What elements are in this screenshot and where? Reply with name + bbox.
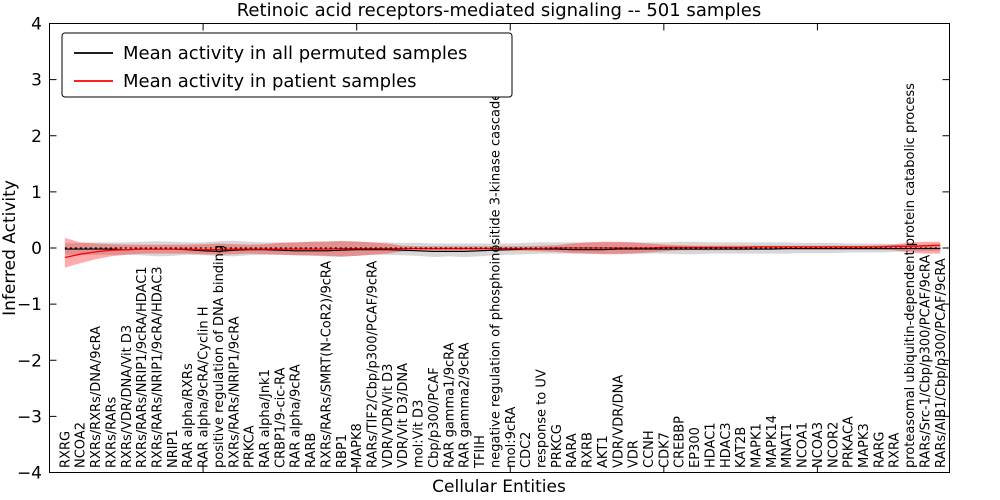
category-label: HDAC3	[719, 422, 734, 468]
category-label: RAR gamma1/9cRA	[442, 342, 457, 468]
category-label: RARs/AIB1/Cbp/p300/PCAF/9cRA	[934, 258, 949, 468]
category-label: RAR alpha/9cRA	[289, 364, 304, 468]
category-label: proteasomal ubiquitin-dependent protein …	[903, 83, 918, 468]
category-label: RAR alpha/RXRs	[181, 363, 196, 468]
category-label: MAPK3	[857, 423, 872, 468]
category-label: VDR/Vit D3/DNA	[396, 363, 411, 468]
category-label: MNAT1	[780, 423, 795, 468]
legend: Mean activity in all permuted samples Me…	[61, 32, 513, 98]
category-label: MAPK1	[750, 423, 765, 468]
category-label: VDR/VDR/Vit D3	[381, 364, 396, 468]
y-tick-label: −2	[17, 351, 42, 371]
category-label: RXRG	[58, 431, 73, 468]
category-label: PRKCA	[243, 425, 258, 468]
category-label: CREBBP	[673, 416, 688, 468]
y-tick-label: −3	[17, 407, 42, 427]
y-tick-label: 0	[31, 239, 42, 259]
patient-mean-line	[64, 244, 941, 259]
y-tick-label: −4	[17, 464, 42, 484]
legend-label-permuted: Mean activity in all permuted samples	[123, 43, 467, 64]
category-label: EP300	[688, 427, 703, 468]
category-label: RARG	[872, 431, 887, 468]
category-label: RAR alpha/9cRA/Cyclin H	[197, 307, 212, 468]
category-label: HDAC1	[703, 422, 718, 468]
category-label: NCOR2	[826, 422, 841, 468]
category-label: positive regulation of DNA binding	[212, 245, 227, 468]
category-label: NRIP1	[166, 429, 181, 468]
category-label: RAR gamma2/9cRA	[458, 342, 473, 468]
category-label: RARB	[304, 433, 319, 468]
y-tick-label: 4	[31, 15, 42, 35]
x-axis-label: Cellular Entities	[432, 477, 566, 497]
category-label: mol:Vit D3	[412, 400, 427, 468]
category-label: KAT2B	[734, 427, 749, 468]
category-label: PRKCG	[550, 424, 565, 468]
category-label: RARA	[565, 433, 580, 468]
category-label: response to UV	[535, 369, 550, 468]
category-label: RBP1	[335, 434, 350, 468]
category-label: NCOA2	[74, 422, 89, 468]
category-label: Cbp/p300/PCAF	[427, 367, 442, 468]
legend-label-patient: Mean activity in patient samples	[123, 71, 417, 92]
plot-area: −4 −3 −2 −1 0 1 2 3 4 RXRG NCOA2 RXRs/RXRs/DNA/9cRA…	[17, 15, 950, 484]
category-label: RXRs/RARs/NRIP1/9cRA	[227, 316, 242, 468]
category-label: RAR alpha/Jnk1	[258, 369, 273, 468]
patient-samples-range-band	[64, 237, 941, 268]
legend-box	[61, 32, 513, 98]
category-label: RXRs/VDR/DNA/Vit D3	[120, 325, 135, 468]
permuted-mean-line	[64, 248, 941, 252]
category-label: mol:9cRA	[504, 406, 519, 468]
category-label: negative regulation of phosphoinositide …	[488, 93, 503, 468]
category-label: VDR	[627, 440, 642, 468]
category-label: RARs/Src-1/Cbp/p300/PCAF/9cRA	[918, 255, 933, 468]
y-tick-label: −1	[17, 295, 42, 315]
category-label: CDC2	[519, 432, 534, 468]
y-tick-label: 3	[31, 71, 42, 91]
category-label: RXRA	[888, 433, 903, 468]
category-label: RXRs/RARs	[104, 396, 119, 468]
category-label: NCOA3	[811, 422, 826, 468]
category-label: TFIIH	[473, 435, 488, 469]
category-label: CRBP1/9-cic-RA	[273, 367, 288, 468]
category-label: RXRs/RARs/SMRT(N-CoR2)/9cRA	[320, 261, 335, 468]
y-axis-label: Inferred Activity	[0, 180, 20, 316]
category-label: RXRs/RARs/NRIP1/9cRA/HDAC3	[151, 266, 166, 468]
category-label: MAPK8	[350, 423, 365, 468]
category-label: MAPK14	[765, 415, 780, 468]
y-tick-label: 1	[31, 183, 42, 203]
y-tick-label: 2	[31, 127, 42, 147]
category-label: RXRs/RARs/NRIP1/9cRA/HDAC1	[135, 266, 150, 468]
category-label: RXRs/RXRs/DNA/9cRA	[89, 326, 104, 468]
category-label: VDR/VDR/DNA	[611, 375, 626, 468]
category-label: PRKACA	[842, 416, 857, 468]
category-label: AKT1	[596, 435, 611, 468]
category-label: CCNH	[642, 430, 657, 468]
category-label: CDK7	[657, 432, 672, 468]
category-label: NCOA1	[796, 422, 811, 468]
category-label: RARs/TIF2/Cbp/p300/PCAF/9cRA	[366, 261, 381, 468]
category-label: RXRB	[581, 432, 596, 468]
chart-title: Retinoic acid receptors-mediated signali…	[237, 0, 762, 21]
